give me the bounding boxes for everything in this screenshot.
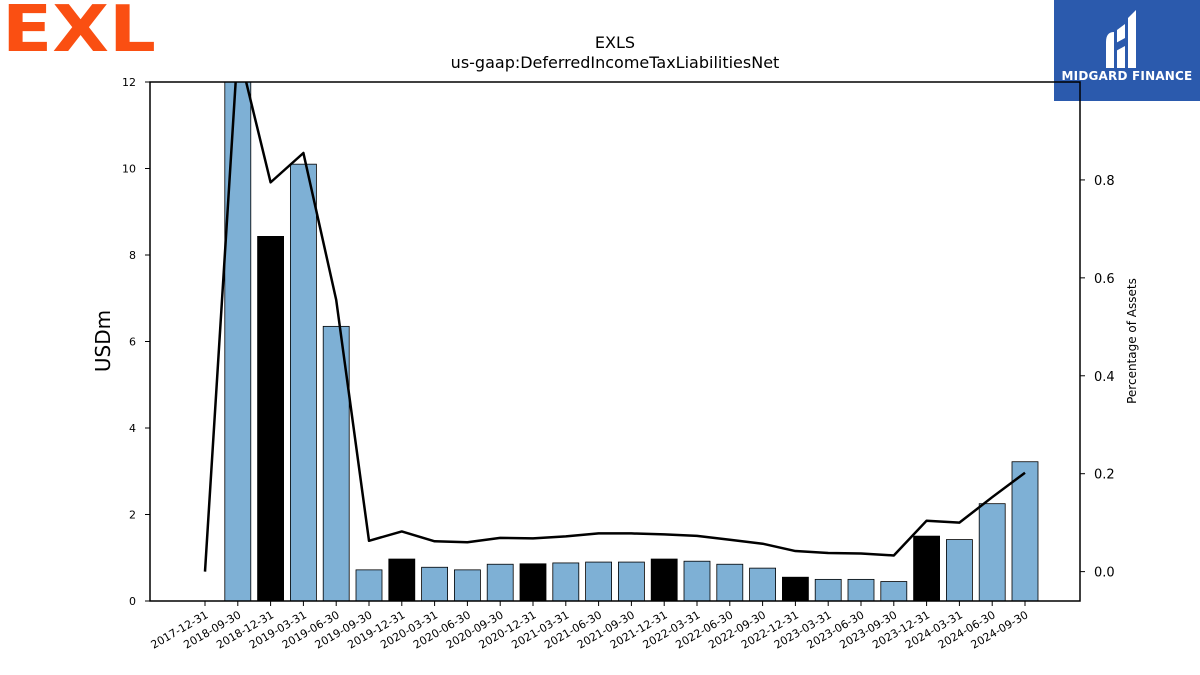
y-tick-label: 8 [129, 249, 136, 262]
y-tick-label: 10 [122, 163, 136, 176]
y2-tick-label: 0.0 [1094, 566, 1115, 581]
bar-2021-03-31 [552, 562, 580, 601]
y-tick-label: 12 [122, 76, 136, 89]
bar-2018-12-31 [257, 236, 285, 601]
bar-2019-03-31 [289, 163, 317, 601]
badge-text: MIDGARD FINANCE [1061, 69, 1193, 83]
bar-2019-09-30 [355, 569, 383, 601]
bar-2022-12-31 [782, 576, 809, 601]
bar-2023-06-30 [847, 578, 875, 601]
y-tick-label: 2 [129, 509, 136, 522]
bar-2021-09-30 [618, 561, 645, 601]
y2-tick-label: 0.6 [1094, 272, 1115, 287]
percentage-of-assets-line [203, 82, 1026, 572]
bar-2019-12-31 [388, 558, 416, 601]
bar-2022-03-31 [683, 560, 711, 601]
bar-2023-12-31 [913, 535, 940, 601]
bar-2020-12-31 [519, 563, 547, 601]
y-axis: 0 2 4 6 8 10 12 [122, 76, 150, 608]
x-axis: 2017-12-312018-09-302018-12-312019-03-31… [149, 601, 1031, 652]
bar-2024-03-31 [946, 539, 973, 601]
chart-subtitle: us-gaap:DeferredIncomeTaxLiabilitiesNet [451, 53, 780, 72]
bar-2023-03-31 [814, 578, 842, 601]
y-tick-label: 0 [129, 595, 136, 608]
y2-tick-label: 0.2 [1094, 468, 1115, 483]
bars-layer [224, 82, 1039, 601]
midgard-finance-badge: MIDGARD FINANCE [1054, 0, 1200, 101]
y-tick-label: 4 [129, 422, 136, 435]
bar-2024-09-30 [1011, 461, 1039, 601]
y-tick-label: 6 [129, 336, 136, 349]
bar-2020-03-31 [421, 566, 449, 601]
bar-2022-06-30 [716, 563, 744, 601]
y2-axis-label: Percentage of Assets [1125, 278, 1139, 404]
y-axis-label: USDm [91, 310, 115, 372]
midgard-logo-icon [1106, 10, 1136, 68]
y2-tick-label: 0.4 [1094, 370, 1115, 385]
company-logo: EXL [2, 0, 156, 67]
y2-tick-label: 0.8 [1094, 174, 1115, 189]
plot-frame [149, 81, 1081, 602]
bar-2021-12-31 [650, 558, 678, 601]
bar-2021-06-30 [585, 561, 612, 601]
bar-2020-09-30 [486, 563, 514, 601]
y2-axis: 0.0 0.2 0.4 0.6 0.8 [1080, 174, 1115, 581]
line-layer [203, 82, 1026, 572]
bar-2023-09-30 [880, 581, 908, 601]
bar-2020-06-30 [453, 569, 481, 601]
bar-2024-06-30 [978, 503, 1006, 601]
chart-title: EXLS [595, 33, 635, 52]
bar-2022-09-30 [749, 567, 776, 601]
bar-2018-09-30 [224, 82, 252, 601]
